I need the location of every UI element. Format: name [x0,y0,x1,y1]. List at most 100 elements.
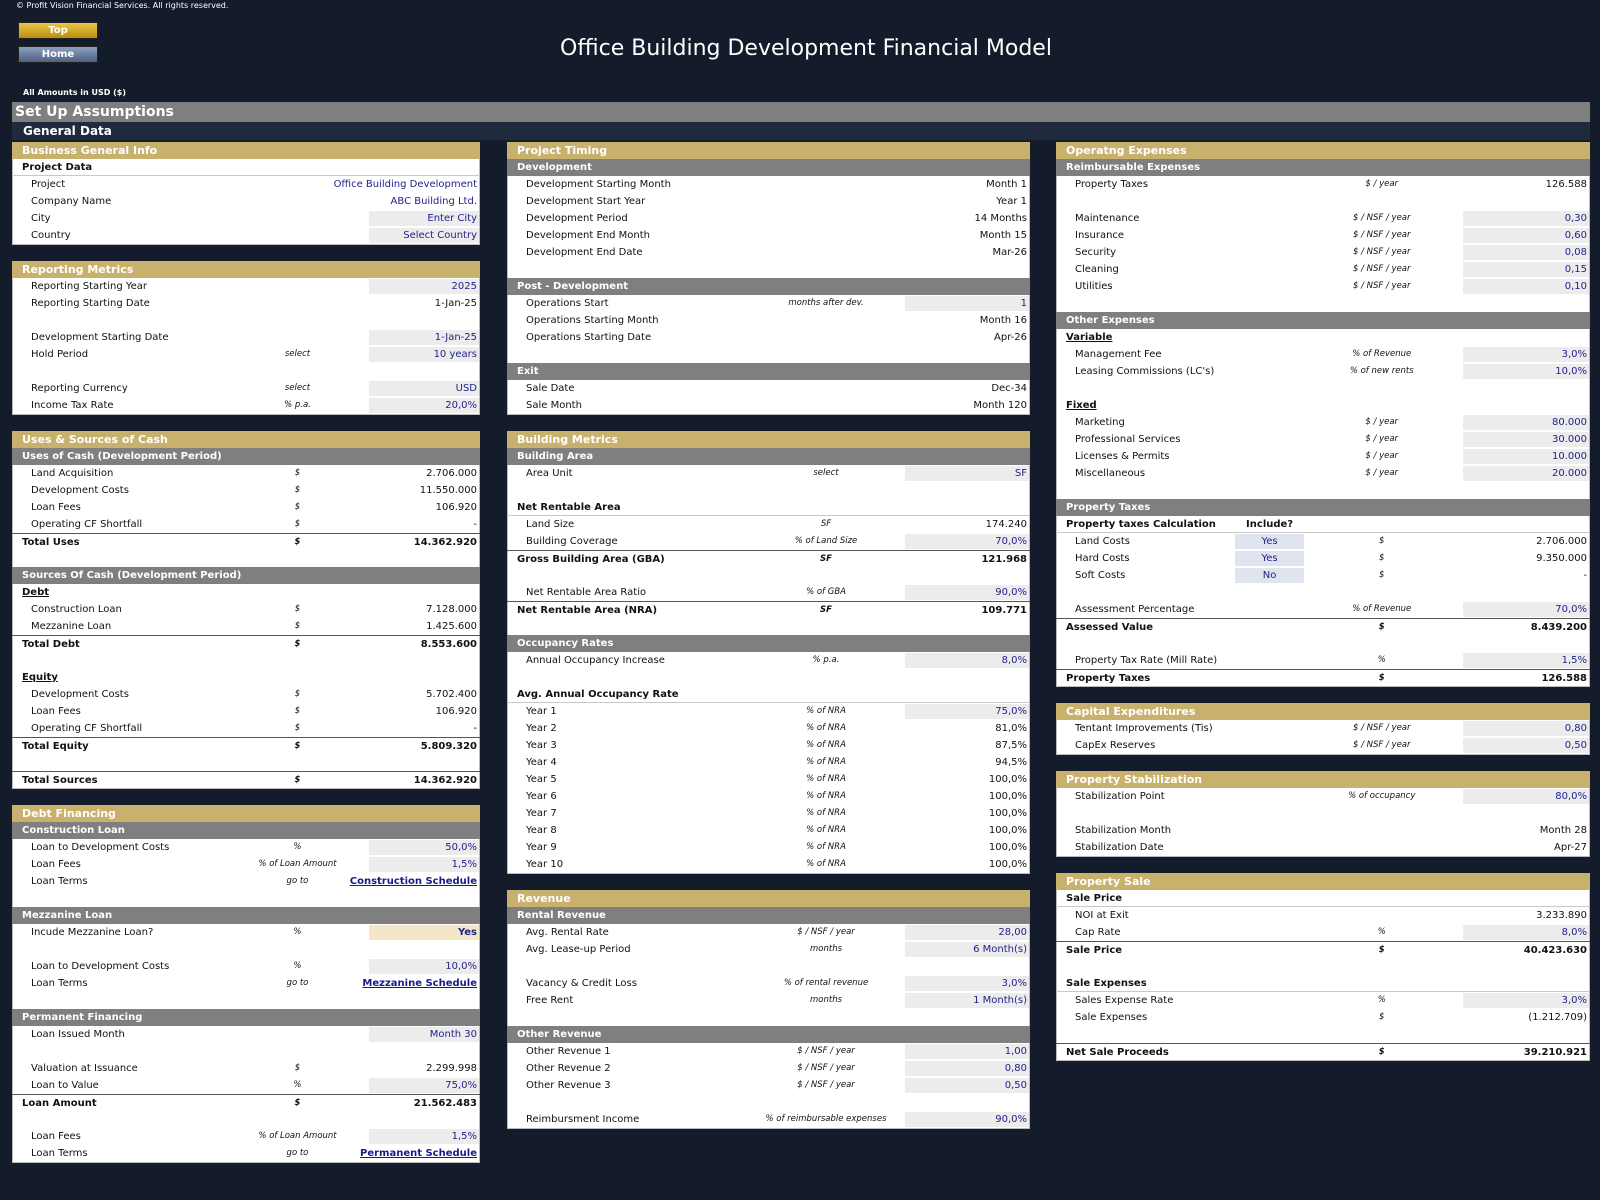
input-cell [1461,262,1589,277]
row-label: Year 3 [526,740,557,751]
row-value[interactable]: 1,5% [451,859,477,870]
blank-row [12,992,480,1009]
row-value[interactable]: 75,0% [445,1080,477,1091]
row-value[interactable]: 0,10 [1564,281,1587,292]
row-value[interactable]: 10 years [433,349,477,360]
row-value[interactable]: 30.000 [1552,434,1587,445]
row-value[interactable]: 1 [1020,298,1027,309]
row: Country Select Country [12,227,480,244]
row-value[interactable]: 10,0% [1555,366,1587,377]
row-value[interactable]: 80.000 [1552,417,1587,428]
row: Land Costs Yes $2.706.000 [1056,533,1590,550]
row-unit: % of Loan Amount [258,859,337,869]
row-label: Loan Terms [31,1148,88,1159]
row-value[interactable]: Enter City [427,213,477,224]
row-value[interactable]: 0,80 [1004,1063,1027,1074]
row-unit: months [810,995,843,1005]
row-label: Maintenance [1075,213,1140,224]
row-label: Fixed [1066,400,1097,411]
row-value[interactable]: 0,08 [1564,247,1587,258]
row-value[interactable]: 10.000 [1552,451,1587,462]
nav-button[interactable]: Home [18,46,98,63]
row: Sale Expenses [1056,975,1590,992]
link[interactable]: Permanent Schedule [359,1148,477,1159]
row-value[interactable]: 80,0% [1555,791,1587,802]
row-value: 100,0% [988,842,1027,853]
row-value[interactable]: 70,0% [995,536,1027,547]
row-label: Country [31,230,71,241]
link[interactable]: Construction Schedule [349,876,477,887]
row-value[interactable]: 0,60 [1564,230,1587,241]
row-unit: $ / NSF / year [1352,723,1411,733]
row-label: Construction Loan [31,604,122,615]
row-value[interactable]: 1,5% [451,1131,477,1142]
row-value[interactable]: USD [455,383,477,394]
row-label: Avg. Annual Occupancy Rate [517,689,679,700]
row-value[interactable]: Yes [457,927,477,938]
row-label: Soft Costs [1075,570,1126,581]
row-value[interactable]: Month 30 [429,1029,477,1040]
row: CapEx Reserves $ / NSF / year 0,50 [1056,737,1590,754]
row: Operating CF Shortfall $ - [12,720,480,737]
row-value[interactable]: 70,0% [1555,604,1587,615]
row-value: 100,0% [988,859,1027,870]
row-value[interactable]: 3,0% [1561,995,1587,1006]
blank-row [507,958,1030,975]
row-value[interactable]: 28,00 [998,927,1027,938]
row-value[interactable]: 1,5% [1561,655,1587,666]
row: Property Taxes $126.588 [1056,669,1590,686]
panel: Operatng Expenses Reimbursable Expenses Pr… [1056,142,1590,687]
row-value[interactable]: 8,0% [1561,927,1587,938]
link[interactable]: Mezzanine Schedule [362,978,477,989]
panel-header: Business General Info [12,142,480,159]
row-value[interactable]: 0,50 [1564,740,1587,751]
row-value[interactable]: 0,50 [1004,1080,1027,1091]
row-value[interactable]: 20.000 [1552,468,1587,479]
row: Year 5 % of NRA 100,0% [507,771,1030,788]
nav-button[interactable]: Top [18,22,98,39]
group-header: Sources Of Cash (Development Period) [12,567,480,584]
row-unit: go to [286,876,309,886]
row-value[interactable]: 2025 [451,281,477,292]
row-value[interactable]: Select Country [403,230,477,241]
row-value[interactable]: SF [1014,468,1027,479]
input-cell [1461,245,1589,260]
row-unit: months after dev. [788,298,864,308]
row-unit: $ [294,468,301,478]
panel: Building Metrics Building Area Area Unit se… [507,431,1030,874]
row-value[interactable]: 3,0% [1561,349,1587,360]
row-value[interactable]: 75,0% [995,706,1027,717]
group-header: Exit [507,363,1030,380]
row-value[interactable]: 0,80 [1564,723,1587,734]
row-value[interactable]: 90,0% [995,587,1027,598]
panel-header: Property Sale [1056,873,1590,890]
row-value: 106.920 [435,706,477,717]
row-value[interactable]: 1-Jan-25 [434,332,477,343]
row-value[interactable]: 3,0% [1001,978,1027,989]
row-label: NOI at Exit [1075,910,1129,921]
blank-row [507,346,1030,363]
panel-header: Property Stabilization [1056,771,1590,788]
row-value[interactable]: 50,0% [445,842,477,853]
row-value[interactable]: 0,30 [1564,213,1587,224]
row: Income Tax Rate % p.a. 20,0% [12,397,480,414]
row-value[interactable]: 90,0% [995,1114,1027,1125]
row-value: Office Building Development [333,179,477,190]
input-cell [1461,347,1589,362]
row-label: Building Coverage [526,536,618,547]
row-value[interactable]: 8,0% [1001,655,1027,666]
row-value: 11.550.000 [419,485,477,496]
row: Security $ / NSF / year 0,08 [1056,244,1590,261]
row: Stabilization Date Apr-27 [1056,839,1590,856]
amounts-label: All Amounts in USD ($) [23,88,127,97]
row-unit: $ / year [1365,417,1399,427]
row-value[interactable]: 1 Month(s) [973,995,1027,1006]
row-unit: $ [294,621,301,631]
row-value[interactable]: 0,15 [1564,264,1587,275]
row-label: Vacancy & Credit Loss [526,978,637,989]
row-value[interactable]: 6 Month(s) [973,944,1027,955]
row-value[interactable]: 10,0% [445,961,477,972]
row-value[interactable]: 20,0% [445,400,477,411]
input-cell [367,1078,479,1093]
row-value[interactable]: 1,00 [1004,1046,1027,1057]
